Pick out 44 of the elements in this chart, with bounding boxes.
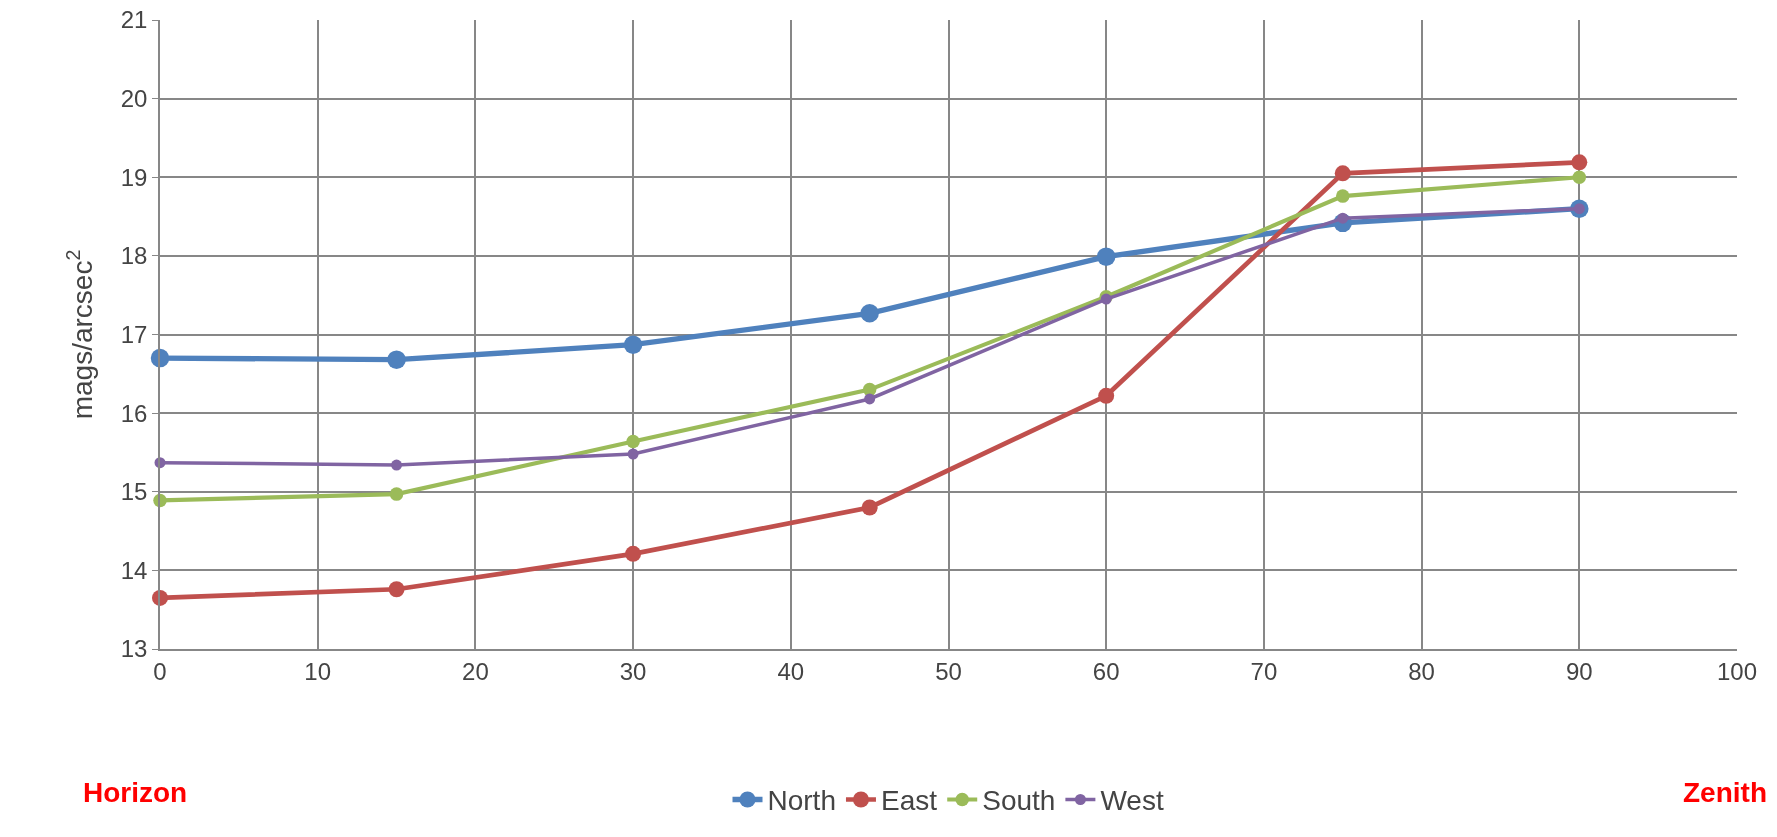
point	[1571, 154, 1588, 171]
point	[864, 393, 876, 405]
point	[1572, 170, 1587, 184]
x-tick-label: 70	[1250, 657, 1278, 685]
x-tick-label: 100	[1716, 657, 1758, 685]
y-tick-label: 15	[120, 478, 148, 506]
point	[626, 434, 640, 449]
point	[387, 350, 406, 369]
x-tick-label: 30	[619, 657, 647, 685]
x-tick-label: 40	[777, 657, 805, 685]
point	[1096, 247, 1116, 266]
point	[625, 545, 642, 562]
point	[1098, 387, 1115, 404]
x-tick-label: 50	[935, 657, 962, 685]
x-tick-label: 20	[462, 657, 489, 685]
legend-label: North	[767, 785, 836, 817]
text: Zenith	[1683, 777, 1767, 808]
legend-label: East	[880, 785, 938, 817]
point	[1336, 189, 1350, 203]
point	[391, 459, 403, 471]
x-tick-label: 80	[1408, 657, 1435, 685]
point	[627, 448, 639, 460]
y-tick-label: 20	[120, 85, 148, 113]
y-tick-label: 13	[120, 635, 148, 663]
point	[862, 382, 877, 397]
y-tick-label: 17	[120, 320, 148, 348]
x-tick-label: 90	[1565, 657, 1593, 685]
point	[1334, 165, 1351, 182]
point	[860, 304, 879, 323]
legend-label: South	[982, 785, 1056, 817]
legend-label: West	[1100, 785, 1164, 817]
y-tick-label: 18	[120, 242, 148, 270]
point	[389, 487, 404, 501]
y-tick-label: 14	[120, 556, 148, 584]
point	[388, 581, 405, 598]
y-tick-label: 21	[120, 6, 148, 34]
y-tick-label: 16	[120, 399, 148, 427]
point	[623, 335, 643, 354]
x-tick-label: 0	[153, 657, 167, 685]
x-tick-label: 10	[304, 657, 332, 685]
text: Horizon	[83, 777, 188, 808]
x-tick-label: 60	[1092, 657, 1120, 685]
point	[861, 499, 878, 516]
y-tick-label: 19	[120, 163, 148, 191]
